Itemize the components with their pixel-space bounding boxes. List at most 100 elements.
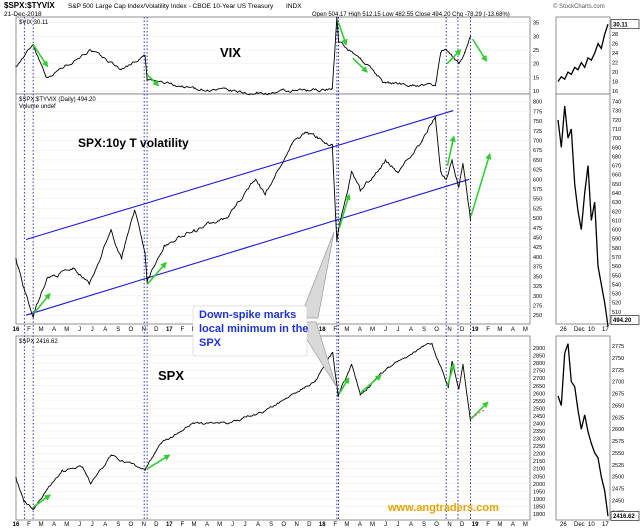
x-tick-label: 19 <box>472 522 479 528</box>
x-tick-label: A <box>52 327 56 333</box>
x-tick-label: F <box>486 522 490 528</box>
inset-y-tick-label: 2750 <box>612 356 624 362</box>
y-tick-label: 2500 <box>533 406 545 412</box>
inset-y-tick-label: 590 <box>612 237 621 243</box>
inset-y-tick-label: 690 <box>612 145 621 151</box>
spx-data-point <box>451 361 453 363</box>
inset-y-tick-label: 580 <box>612 246 621 252</box>
x-tick-label: J <box>91 327 94 333</box>
last-value-badge <box>610 511 640 521</box>
x-tick-label: D <box>307 522 312 528</box>
x-tick-label: 16 <box>13 327 20 333</box>
inset-ratio-line <box>557 106 609 327</box>
ratio-data-point <box>384 159 387 161</box>
y-tick-label: 325 <box>533 284 542 290</box>
inset-y-tick-label: 2525 <box>612 463 624 469</box>
y-tick-label: 2150 <box>533 459 545 465</box>
x-tick-label: O <box>281 522 286 528</box>
ratio-data-point <box>23 287 25 289</box>
vix-legend: $VIX 30.11 <box>19 20 49 26</box>
x-tick-label: A <box>52 522 56 528</box>
trend-arrow <box>352 57 368 73</box>
y-tick-label: 10 <box>533 89 539 95</box>
y-tick-label: 650 <box>533 158 542 164</box>
ratio-data-point <box>73 267 75 270</box>
y-tick-label: 2300 <box>533 437 545 443</box>
x-tick-label: S <box>269 522 273 528</box>
inset-y-tick-label: 20 <box>612 70 618 76</box>
last-value-label: 494.20 <box>613 318 632 324</box>
trend-arrow <box>446 363 456 386</box>
inset-y-tick-label: 2625 <box>612 415 624 421</box>
ratio-legend: $SPX:$TYVIX (Daily) 494.20 <box>19 97 96 103</box>
chart-description: S&P 500 Large Cap Index/Volatility Index… <box>68 3 274 10</box>
vix-data-point <box>359 57 361 59</box>
ratio-data-point <box>337 229 340 231</box>
y-tick-label: 675 <box>533 148 542 154</box>
x-tick-label: 17 <box>166 327 173 333</box>
spx-data-point <box>32 508 34 511</box>
x-tick-label: J <box>384 522 387 528</box>
ratio-data-point <box>225 217 227 219</box>
trend-arrow <box>146 261 167 285</box>
inset-x-tick-label: 10 <box>588 522 595 528</box>
inset-y-tick-label: 730 <box>612 109 621 115</box>
x-tick-label: N <box>447 522 451 528</box>
inset-y-tick-label: 28 <box>612 32 618 38</box>
vix-series-line <box>15 16 471 96</box>
trend-arrow <box>147 454 171 470</box>
ratio-data-point <box>458 186 460 188</box>
vix-data-point <box>255 93 257 95</box>
spx-panel-frame <box>15 335 531 521</box>
inset-y-tick-label: 540 <box>612 282 621 288</box>
x-tick-label: A <box>205 522 209 528</box>
x-tick-label: O <box>128 522 133 528</box>
y-tick-label: 35 <box>533 21 539 27</box>
inset-y-tick-label: 2675 <box>612 392 624 398</box>
chart-date: 21-Dec-2018 <box>4 11 42 18</box>
ratio-data-point <box>331 143 333 145</box>
x-tick-label: J <box>397 327 400 333</box>
ratio-data-point <box>264 194 266 196</box>
ratio-data-point <box>291 143 293 145</box>
y-tick-label: 2400 <box>533 421 545 427</box>
trend-arrow <box>470 401 489 420</box>
inset-y-tick-label: 620 <box>612 209 621 215</box>
x-tick-label: M <box>39 327 44 333</box>
x-tick-label: M <box>370 327 375 333</box>
vix-data-point <box>469 35 472 37</box>
x-tick-label: 17 <box>166 522 173 528</box>
vix-data-point <box>146 79 148 81</box>
y-tick-label: 2550 <box>533 399 545 405</box>
spx-data-point <box>61 469 63 471</box>
ratio-data-point <box>469 219 472 222</box>
vix-data-point <box>120 68 123 70</box>
spx-data-point <box>332 351 334 354</box>
last-value-badge <box>610 315 640 325</box>
inset-y-tick-label: 560 <box>612 264 621 270</box>
x-tick-label: A <box>358 327 362 333</box>
ratio-data-point <box>462 163 464 165</box>
trend-arrow <box>32 494 51 508</box>
x-tick-label: M <box>39 522 44 528</box>
vix-data-point <box>15 65 17 68</box>
channel-upper-line <box>25 110 454 241</box>
spx-series-line <box>15 342 471 510</box>
callout-line-3: SPX <box>199 337 222 349</box>
y-tick-label: 1850 <box>533 504 545 510</box>
ratio-data-point <box>440 170 442 173</box>
dashed-trendline <box>471 409 485 418</box>
inset-x-tick-label: 26 <box>560 327 567 333</box>
y-tick-label: 800 <box>533 100 542 106</box>
trend-arrow <box>359 374 382 394</box>
spx-data-point <box>462 364 464 366</box>
x-tick-label: J <box>91 522 94 528</box>
x-tick-label: N <box>142 327 146 333</box>
y-tick-label: 2100 <box>533 467 545 473</box>
x-tick-label: O <box>434 327 439 333</box>
ohlc-readout: Open 504.17 High 512.15 Low 482.55 Close… <box>312 12 510 18</box>
ratio-data-point <box>193 229 195 231</box>
y-tick-label: 250 <box>533 313 542 319</box>
y-tick-label: 300 <box>533 294 542 300</box>
